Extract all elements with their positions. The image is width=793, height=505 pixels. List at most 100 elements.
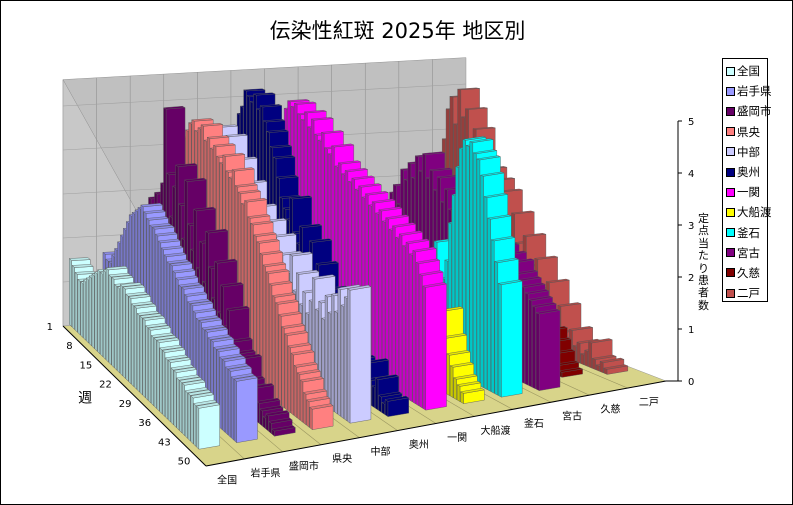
bar-top: [535, 308, 561, 315]
legend-label: 二戸: [737, 286, 760, 301]
legend-swatch: [726, 147, 735, 157]
legend-label: 宮古: [737, 245, 760, 260]
bar-top: [472, 126, 496, 130]
bar-top: [497, 279, 523, 285]
bar-side: [184, 390, 188, 439]
legend-swatch: [726, 288, 735, 298]
bar-top: [192, 308, 217, 314]
bar-top: [170, 364, 195, 371]
bar-top: [253, 92, 276, 96]
bar-side: [422, 285, 426, 411]
bar-top: [234, 183, 259, 188]
bar-side: [151, 335, 154, 407]
bar-top: [259, 250, 284, 256]
bar-side: [498, 283, 502, 398]
bar-top: [181, 284, 205, 290]
bar-top: [184, 291, 208, 297]
bar-top: [216, 346, 241, 352]
category-label-全国: 全国: [217, 473, 237, 486]
bar-side: [375, 212, 379, 382]
bar-top: [166, 259, 190, 264]
bar-side: [306, 399, 310, 428]
bar-top: [125, 291, 149, 297]
bar-side: [77, 278, 81, 336]
bar-top: [587, 338, 614, 344]
bar-side: [269, 283, 273, 399]
bar-side: [108, 274, 112, 366]
bar-side: [398, 233, 403, 396]
bar-top: [222, 355, 247, 362]
bar-top: [309, 403, 334, 410]
week-tick-label: 43: [158, 437, 171, 448]
bar-top: [146, 216, 169, 221]
bar-top: [154, 231, 178, 237]
week-axis-label: 週: [78, 391, 92, 407]
bar-side: [580, 353, 585, 366]
bar-side: [456, 384, 461, 403]
bar-top: [289, 251, 314, 257]
bar-top: [243, 197, 268, 203]
bar-side: [97, 269, 101, 355]
category-label-一関: 一関: [447, 432, 467, 444]
bar-side: [196, 405, 200, 450]
bar-side: [94, 271, 98, 352]
bar-side: [384, 399, 389, 418]
bar-side: [266, 271, 270, 397]
bar-side: [265, 413, 269, 432]
bar-top: [205, 228, 229, 234]
bar-top: [226, 305, 250, 311]
bar-top: [178, 282, 202, 288]
bar-top: [371, 198, 396, 204]
bar-side: [344, 296, 348, 422]
legend-swatch: [726, 187, 735, 197]
bar-side: [88, 275, 92, 347]
bar-top: [201, 324, 226, 331]
bar-side: [524, 292, 529, 386]
bar-top: [167, 357, 192, 363]
legend-item: 盛岡市: [726, 101, 772, 121]
bar-top: [476, 155, 501, 161]
bar-side: [86, 277, 89, 344]
bar-top: [163, 252, 187, 257]
bar-top: [422, 151, 445, 155]
bar-side: [331, 293, 335, 413]
bar-top: [531, 302, 558, 308]
legend-swatch: [726, 167, 735, 177]
bar-top: [290, 349, 315, 356]
bar-side: [111, 276, 115, 369]
category-label-釜石: 釜石: [524, 417, 544, 430]
bar-中部-w46: [349, 286, 372, 424]
bar-side: [584, 349, 589, 367]
bar-side: [281, 326, 285, 409]
bar-top: [520, 282, 546, 288]
bar-top: [207, 334, 232, 340]
bar-side: [80, 281, 84, 339]
legend-label: 久慈: [737, 265, 760, 280]
bar-top: [169, 261, 193, 267]
bar-top: [111, 275, 134, 280]
bar-side: [69, 258, 72, 328]
bar-top: [150, 332, 175, 338]
bar-top: [142, 315, 166, 321]
bar-top: [534, 255, 558, 260]
bar-side: [182, 382, 185, 437]
z-tick-label: 1: [688, 325, 694, 336]
bar-side: [303, 392, 307, 426]
legend-item: 奥州: [726, 162, 767, 182]
bar-top: [200, 123, 224, 127]
bar-top: [494, 257, 520, 263]
bar-side: [179, 380, 183, 434]
bar-top: [263, 119, 286, 123]
bar-top: [189, 301, 214, 307]
bar-side: [532, 305, 536, 390]
bar-top: [274, 299, 299, 305]
bar-side: [528, 299, 533, 388]
bar-top: [108, 272, 132, 278]
bar-top: [558, 367, 584, 373]
bar-side: [419, 273, 423, 409]
bar-side: [165, 357, 169, 420]
legend-label: 大船渡: [737, 205, 772, 220]
legend-label: 釜石: [737, 225, 760, 240]
